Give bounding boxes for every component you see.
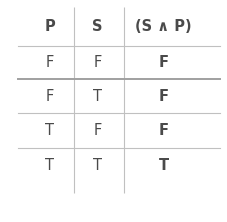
Text: F: F	[158, 123, 168, 139]
Text: F: F	[46, 55, 54, 70]
Text: T: T	[93, 89, 102, 104]
Text: T: T	[45, 158, 54, 173]
Text: T: T	[158, 158, 168, 173]
Text: P: P	[44, 19, 55, 34]
Text: F: F	[158, 55, 168, 70]
Text: T: T	[93, 158, 102, 173]
Text: F: F	[94, 55, 102, 70]
Text: S: S	[92, 19, 103, 34]
Text: T: T	[45, 123, 54, 139]
Text: F: F	[158, 89, 168, 104]
Text: (S ∧ P): (S ∧ P)	[135, 19, 192, 34]
Text: F: F	[94, 123, 102, 139]
Text: F: F	[46, 89, 54, 104]
